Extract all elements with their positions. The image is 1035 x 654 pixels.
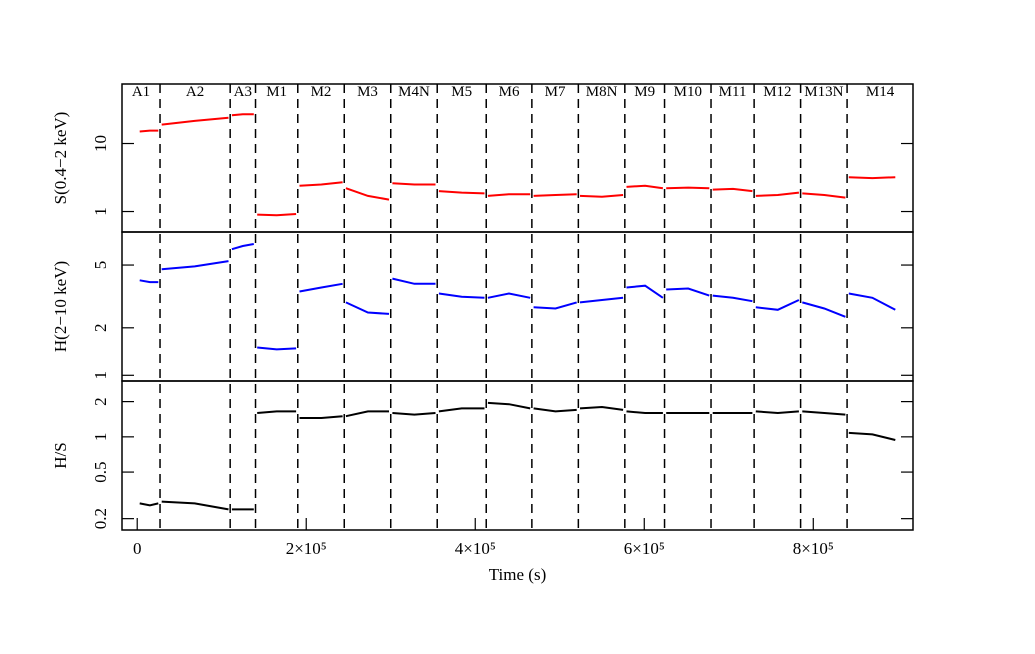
y-tick-label: 1 bbox=[91, 433, 110, 442]
y-tick-label: 10 bbox=[91, 135, 110, 152]
y-axis-label: H(2−10 keV) bbox=[51, 261, 70, 352]
y-tick-label: 0.2 bbox=[91, 508, 110, 529]
y-axis-label: S(0.4−2 keV) bbox=[51, 112, 70, 205]
y-tick-label: 5 bbox=[91, 261, 110, 270]
y-tick-label: 1 bbox=[91, 207, 110, 216]
segment-label: A2 bbox=[186, 84, 204, 100]
y-tick-label: 0.5 bbox=[91, 461, 110, 482]
segment-label: M8N bbox=[586, 84, 618, 100]
segment-label: A3 bbox=[234, 84, 252, 100]
segment-label: M11 bbox=[719, 84, 747, 100]
light-curve bbox=[139, 401, 896, 511]
segment-label: M9 bbox=[634, 84, 655, 100]
y-tick-label: 2 bbox=[91, 324, 110, 333]
x-tick-label: 6×10⁵ bbox=[624, 539, 665, 558]
y-axis-label: H/S bbox=[51, 442, 70, 468]
segment-label: M4N bbox=[398, 84, 430, 100]
y-tick-label: 2 bbox=[91, 397, 110, 406]
x-tick-label: 0 bbox=[133, 539, 142, 558]
segment-label: M2 bbox=[311, 84, 332, 100]
panel-frame bbox=[121, 380, 914, 531]
y-tick-label: 1 bbox=[91, 371, 110, 380]
segment-label: M3 bbox=[357, 84, 378, 100]
segment-label: M6 bbox=[499, 84, 520, 100]
segment-label: M7 bbox=[545, 84, 566, 100]
segment-label: M5 bbox=[451, 84, 472, 100]
x-tick-label: 8×10⁵ bbox=[793, 539, 834, 558]
x-tick-label: 2×10⁵ bbox=[286, 539, 327, 558]
segment-label: A1 bbox=[132, 84, 150, 100]
segment-label: M13N bbox=[804, 84, 843, 100]
segment-label: M12 bbox=[763, 84, 791, 100]
x-tick-label: 4×10⁵ bbox=[455, 539, 496, 558]
panel-frame bbox=[121, 231, 914, 382]
light-curve bbox=[139, 113, 896, 217]
panel-frame bbox=[121, 83, 914, 233]
light-curve bbox=[139, 243, 896, 351]
segment-label: M10 bbox=[674, 84, 702, 100]
segment-label: M14 bbox=[866, 84, 895, 100]
segment-label: M1 bbox=[266, 84, 287, 100]
x-axis-label: Time (s) bbox=[489, 565, 546, 584]
